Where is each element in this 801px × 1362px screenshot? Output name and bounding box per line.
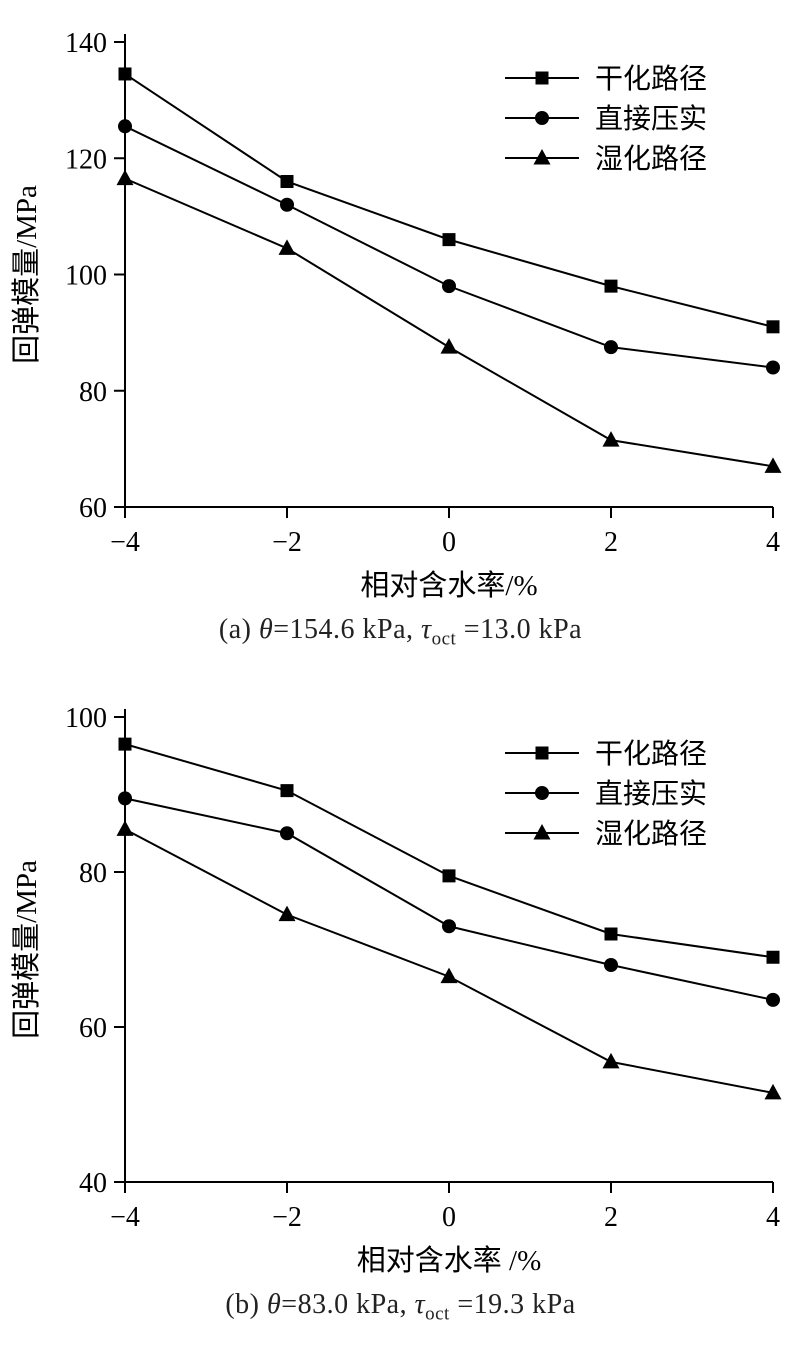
legend-label: 湿化路径 <box>595 818 707 850</box>
chart-a-caption: (a) θ=154.6 kPa, τoct =13.0 kPa <box>0 614 801 651</box>
marker-circle-icon <box>280 825 294 840</box>
y-tick-label: 100 <box>65 703 107 734</box>
marker-triangle-icon <box>440 967 458 983</box>
x-tick-label: 2 <box>604 1202 618 1233</box>
x-tick-label: −4 <box>110 527 140 558</box>
marker-circle-icon <box>604 957 618 972</box>
marker-triangle-icon <box>278 905 296 921</box>
x-tick-label: 0 <box>442 527 456 558</box>
marker-square-icon <box>604 279 618 293</box>
x-tick-label: −4 <box>110 1202 140 1233</box>
y-tick-label: 60 <box>79 493 107 524</box>
marker-circle-icon <box>280 197 294 212</box>
marker-square-icon <box>442 868 456 882</box>
marker-square-icon <box>766 320 780 334</box>
marker-square-icon <box>280 175 294 188</box>
marker-circle-icon <box>535 785 549 800</box>
marker-square-icon <box>118 737 132 751</box>
tau-symbol-b: τ <box>414 1288 426 1320</box>
tau-subscript-a: oct <box>431 628 457 650</box>
theta-value-a: =154.6 kPa, <box>273 614 422 645</box>
marker-square-icon <box>535 746 549 760</box>
marker-triangle-icon <box>116 819 134 836</box>
series-line-triangle <box>124 177 774 468</box>
legend-label: 干化路径 <box>595 738 707 770</box>
legend-label: 直接压实 <box>595 103 707 135</box>
resilient-modulus-figure: 60 80 100 120 140 −4 −2 0 2 4 相对含水率/% 回弹模量/MPa 干化路径直… <box>0 28 801 1326</box>
marker-circle-icon <box>118 790 132 805</box>
theta-symbol-a: θ <box>258 614 274 645</box>
y-tick-label: 120 <box>65 144 107 175</box>
tau-value-b: =19.3 kPa <box>449 1288 576 1320</box>
marker-triangle-icon <box>278 239 296 255</box>
y-tick-label: 140 <box>65 28 107 59</box>
series-line-triangle <box>124 828 774 1094</box>
marker-triangle-icon <box>533 149 551 165</box>
x-tick-label: 4 <box>766 1202 780 1233</box>
x-tick-label: 2 <box>604 527 618 558</box>
marker-triangle-icon <box>116 169 134 186</box>
marker-square-icon <box>118 67 132 81</box>
x-tick-label: 0 <box>442 1202 456 1233</box>
marker-circle-icon <box>442 279 456 294</box>
marker-circle-icon <box>535 111 549 125</box>
marker-circle-icon <box>766 992 780 1007</box>
x-tick-label: 4 <box>766 527 780 558</box>
marker-square-icon <box>766 950 780 964</box>
chart-a: 60 80 100 120 140 −4 −2 0 2 4 相对含水率/% 回弹模量/MPa 干化路径直… <box>10 28 782 602</box>
legend-label: 干化路径 <box>595 63 707 95</box>
marker-circle-icon <box>118 119 132 134</box>
theta-symbol-b: θ <box>267 1288 282 1320</box>
legend-label: 湿化路径 <box>595 143 707 175</box>
caption-a-index: (a) <box>218 614 259 645</box>
tau-value-a: =13.0 kPa <box>456 614 583 645</box>
marker-triangle-icon <box>602 431 620 447</box>
x-axis-title: 相对含水率 /% <box>357 1244 541 1277</box>
theta-value-b: =83.0 kPa, <box>281 1288 415 1320</box>
marker-square-icon <box>535 71 549 85</box>
chart-b-caption: (b) θ=83.0 kPa, τoct =19.3 kPa <box>0 1289 801 1326</box>
y-tick-label: 80 <box>79 377 107 408</box>
y-axis-title: 回弹模量/MPa <box>10 860 43 1039</box>
marker-triangle-icon <box>440 338 458 354</box>
marker-circle-icon <box>766 360 780 375</box>
marker-triangle-icon <box>533 823 551 840</box>
marker-triangle-icon <box>602 1052 620 1068</box>
y-tick-label: 100 <box>65 261 107 292</box>
y-tick-label: 80 <box>79 858 107 889</box>
marker-triangle-icon <box>764 1083 782 1099</box>
marker-square-icon <box>442 233 456 247</box>
chart-b: 40 60 80 100 −4 −2 0 2 4 相对含水率 /% 回弹模量/MPa 干化路径直接压实… <box>10 703 782 1277</box>
y-tick-label: 60 <box>79 1013 107 1044</box>
marker-circle-icon <box>442 918 456 933</box>
y-axis-title: 回弹模量/MPa <box>10 185 43 364</box>
x-tick-label: −2 <box>272 527 302 558</box>
tau-symbol-a: τ <box>421 614 432 645</box>
marker-square-icon <box>604 927 618 941</box>
marker-circle-icon <box>604 340 618 355</box>
marker-triangle-icon <box>764 457 782 473</box>
legend-label: 直接压实 <box>595 778 707 810</box>
x-axis-title: 相对含水率/% <box>360 569 537 602</box>
caption-b-index: (b) <box>225 1288 268 1320</box>
tau-subscript-b: oct <box>425 1303 450 1325</box>
x-tick-label: −2 <box>272 1202 302 1233</box>
marker-square-icon <box>280 783 294 797</box>
y-tick-label: 40 <box>79 1168 107 1199</box>
